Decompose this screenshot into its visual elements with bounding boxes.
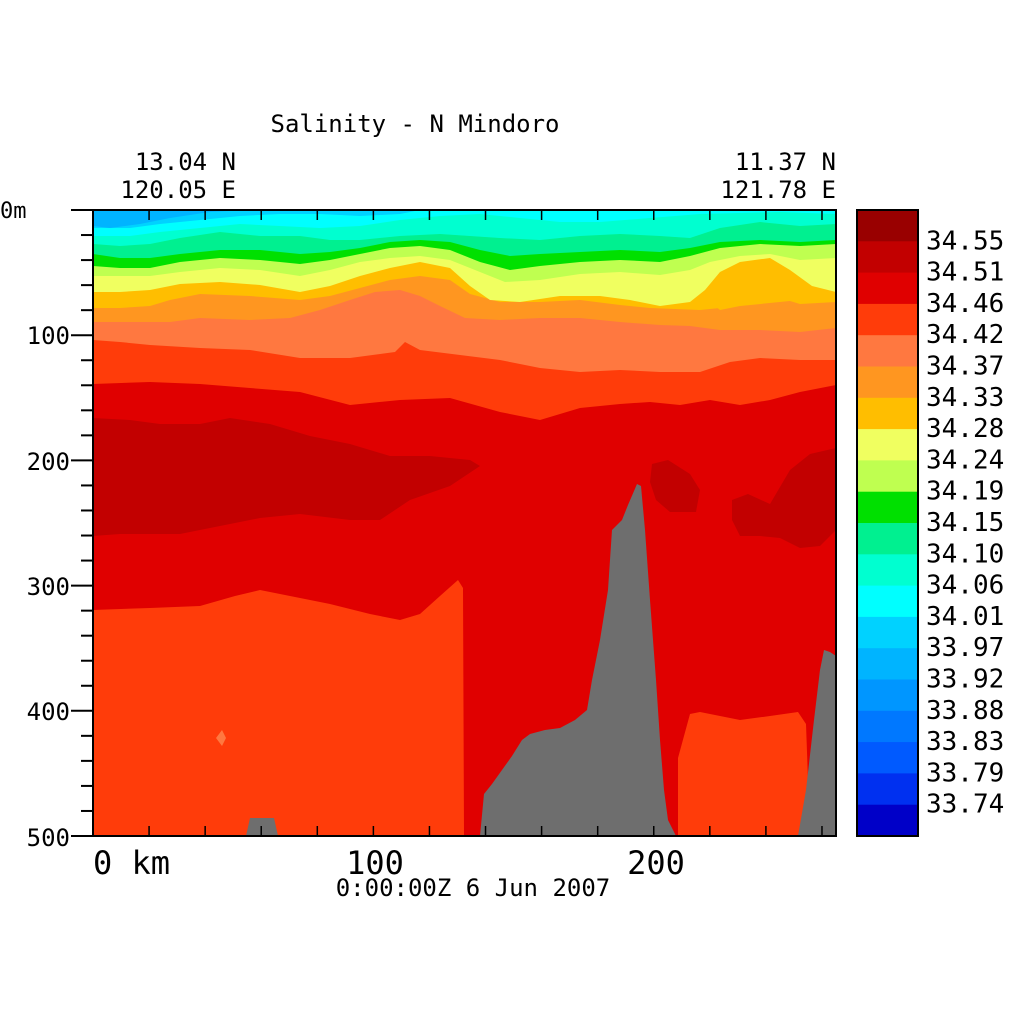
y-tick-label-400: 400 — [27, 698, 70, 726]
plot-frame — [92, 209, 837, 837]
start-lat-label: 13.04 N — [135, 148, 236, 176]
band-34-51 — [93, 418, 480, 536]
y-tick-label-200: 200 — [27, 448, 70, 476]
colorbar-level-label: 34.33 — [926, 383, 1004, 413]
band-34-51-east-a — [650, 460, 700, 512]
colorbar-swatch — [857, 366, 918, 399]
colorbar-level-label: 34.51 — [926, 258, 1004, 288]
y-tick-label-300: 300 — [27, 573, 70, 601]
colorbar-swatch — [857, 648, 918, 680]
band-34-01 — [93, 210, 836, 236]
colorbar-level-label: 33.74 — [926, 790, 1004, 820]
colorbar-level-label: 34.24 — [926, 445, 1004, 475]
colorbar-swatch — [857, 397, 918, 430]
colorbar — [856, 209, 919, 837]
colorbar-swatch — [857, 210, 918, 242]
colorbar-swatch — [857, 679, 918, 712]
bathymetry-east-slope — [798, 650, 836, 836]
y-tick-label-0: 0m — [0, 199, 27, 224]
chart-title: Salinity - N Mindoro — [271, 110, 560, 138]
colorbar-swatch — [857, 523, 918, 555]
colorbar-swatch — [857, 241, 918, 274]
colorbar-level-label: 34.28 — [926, 414, 1004, 444]
band-34-42-lower-east — [678, 712, 810, 836]
end-lat-label: 11.37 N — [735, 148, 836, 176]
band-34-51-east-b — [732, 448, 836, 548]
colorbar-swatch — [857, 303, 918, 336]
start-lon-label: 120.05 E — [120, 176, 236, 204]
x-tick-label-0: 0 km — [93, 844, 170, 882]
colorbar-swatch — [857, 773, 918, 806]
colorbar-level-label: 34.46 — [926, 289, 1004, 319]
x-tick-label-100: 100 — [346, 844, 404, 882]
end-lon-label: 121.78 E — [720, 176, 836, 204]
bathymetry-west-bump — [246, 818, 278, 836]
band-34-42-lower-west — [93, 580, 464, 836]
colorbar-swatch — [857, 429, 918, 461]
contour-field — [93, 210, 836, 836]
colorbar-swatch — [857, 585, 918, 618]
colorbar-swatch — [857, 335, 918, 367]
colorbar-swatch — [857, 804, 918, 837]
band-34-37-spot — [216, 730, 226, 746]
colorbar-level-label: 34.15 — [926, 508, 1004, 538]
colorbar-labels: 34.5534.5134.4634.4234.3734.3334.2834.24… — [926, 226, 1004, 819]
colorbar-level-label: 33.97 — [926, 633, 1004, 663]
x-axis-minor-ticks — [92, 210, 823, 836]
colorbar-swatch — [857, 742, 918, 774]
colorbar-swatch — [857, 554, 918, 587]
colorbar-level-label: 34.55 — [926, 226, 1004, 256]
colorbar-level-label: 34.01 — [926, 602, 1004, 632]
colorbar-level-label: 34.42 — [926, 320, 1004, 350]
colorbar-level-label: 34.37 — [926, 352, 1004, 382]
colorbar-swatch — [857, 460, 918, 493]
colorbar-level-label: 33.79 — [926, 758, 1004, 788]
colorbar-swatch — [857, 616, 918, 649]
colorbar-level-label: 33.83 — [926, 727, 1004, 757]
band-33-92 — [93, 210, 250, 228]
colorbar-level-label: 34.19 — [926, 477, 1004, 507]
y-tick-label-100: 100 — [27, 322, 70, 350]
y-tick-label-500: 500 — [27, 824, 70, 852]
timestamp-label: 0:00:00Z 6 Jun 2007 — [336, 874, 611, 902]
y-axis-minor-ticks — [71, 209, 93, 837]
colorbar-swatch — [857, 710, 918, 743]
bathymetry-seamount — [480, 484, 676, 836]
colorbar-swatch — [857, 272, 918, 305]
x-tick-label-200: 200 — [627, 844, 685, 882]
colorbar-level-label: 34.06 — [926, 571, 1004, 601]
colorbar-swatch — [857, 491, 918, 524]
colorbar-frame — [856, 209, 919, 837]
colorbar-level-label: 34.10 — [926, 539, 1004, 569]
colorbar-level-label: 33.88 — [926, 696, 1004, 726]
colorbar-level-label: 33.92 — [926, 665, 1004, 695]
